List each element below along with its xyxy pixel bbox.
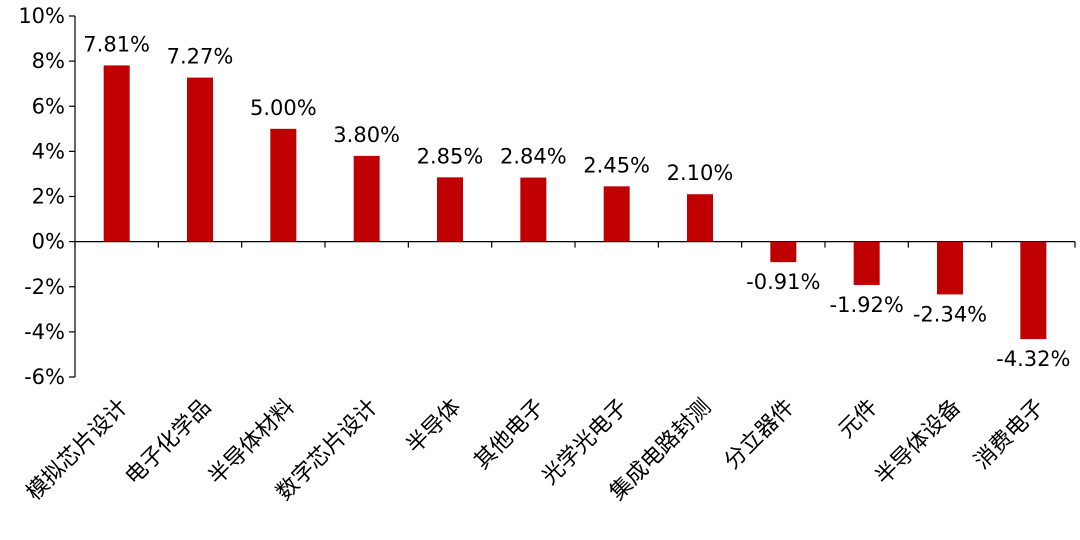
bar <box>770 241 797 263</box>
y-tick-label: 8% <box>32 49 65 73</box>
bar <box>187 77 213 242</box>
y-tick-label: 10% <box>18 4 65 28</box>
y-tick-label: 6% <box>32 94 65 118</box>
data-label: -4.32% <box>996 347 1070 371</box>
data-label: -2.34% <box>913 302 987 326</box>
data-label: -0.91% <box>746 270 820 294</box>
bars <box>103 65 1047 340</box>
data-label: -1.92% <box>830 293 904 317</box>
y-tick-label: 0% <box>32 230 65 254</box>
category-label: 半导体 <box>402 395 466 459</box>
category-label: 半导体设备 <box>871 395 966 490</box>
category-label: 分立器件 <box>720 395 800 475</box>
bar <box>937 241 963 295</box>
category-label: 模拟芯片设计 <box>22 395 133 506</box>
bar <box>853 241 880 285</box>
data-labels: 7.81% 7.27% 5.00% 3.80% 2.85% 2.84% 2.45% 2.10%… <box>83 32 1070 371</box>
category-label: 其他电子 <box>470 395 550 475</box>
data-label: 3.80% <box>333 123 400 147</box>
data-label: 5.00% <box>250 96 317 120</box>
category-label: 消费电子 <box>970 395 1050 475</box>
data-label: 7.27% <box>167 45 234 69</box>
y-tick-label: -2% <box>24 275 65 299</box>
y-tick-label: 4% <box>32 139 65 163</box>
bar <box>520 177 547 242</box>
bar <box>603 186 630 242</box>
y-tick-label: -6% <box>24 365 65 389</box>
data-label: 7.81% <box>83 32 150 56</box>
data-label: 2.45% <box>583 153 650 177</box>
y-tick-labels: 10% 8% 6% 4% 2% 0% -2% -4% -6% <box>18 4 65 389</box>
data-label: 2.10% <box>667 161 734 185</box>
data-label: 2.84% <box>500 145 567 169</box>
bar <box>103 65 130 242</box>
y-tick-label: 2% <box>32 185 65 209</box>
category-label: 元件 <box>834 395 883 444</box>
bar <box>687 194 713 242</box>
axes <box>69 15 1076 378</box>
bar <box>270 128 297 242</box>
data-label: 2.85% <box>417 144 484 168</box>
bar <box>353 155 380 242</box>
bar <box>437 177 463 242</box>
y-tick-label: -4% <box>24 320 65 344</box>
bar <box>1020 241 1047 340</box>
category-label: 电子化学品 <box>121 395 216 490</box>
